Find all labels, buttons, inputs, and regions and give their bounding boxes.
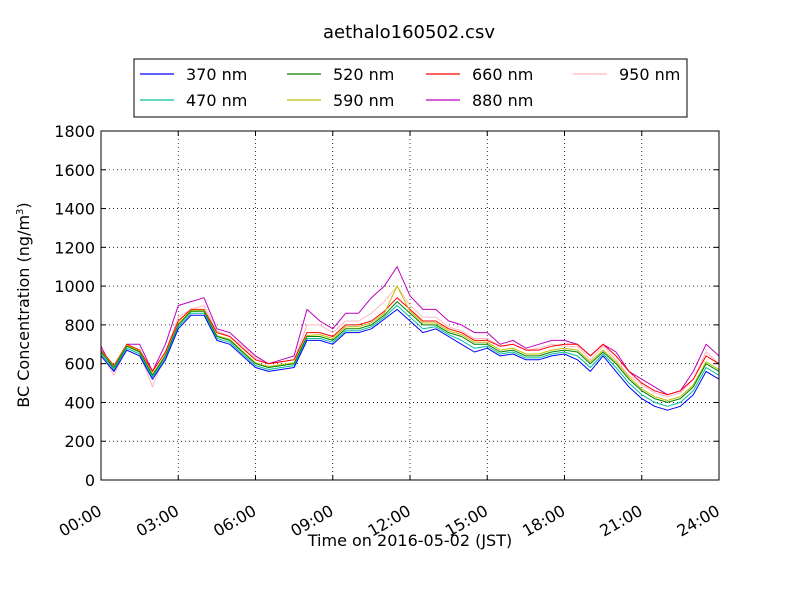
legend-frame [133,58,688,118]
y-axis-label: BC Concentration (ng/m3) [14,202,33,407]
y-tick-label: 0 [85,471,95,490]
x-tick-label: 00:00 [56,501,105,541]
y-tick-label: 1000 [54,277,95,296]
y-axis-label-main: BC Concentration (ng/m [14,215,33,408]
legend-label: 470 nm [186,91,247,110]
series-line-370-nm [101,308,719,411]
y-tick-label: 1400 [54,200,95,219]
x-tick-label: 18:00 [519,501,568,541]
y-tick-label: 200 [64,432,95,451]
legend-label: 950 nm [619,65,680,84]
y-tick-label: 400 [64,393,95,412]
chart-title: aethalo160502.csv [323,22,495,43]
legend-label: 370 nm [186,65,247,84]
x-axis: 00:00 03:00 06:00 09:00 12:00 15:00 18:00 21:00… [56,131,723,541]
legend-label: 590 nm [333,91,394,110]
x-tick-label: 03:00 [133,501,182,541]
series-line-590-nm [101,285,719,401]
series-line-520-nm [101,301,719,403]
plot-area [100,130,720,481]
legend-items: 370 nm 470 nm 520 nm 590 nm 660 nm 880 nm 950 … [140,65,680,110]
series-layer [101,266,719,411]
y-tick-label: 600 [64,355,95,374]
x-tick-label: 21:00 [596,501,645,541]
legend-label: 880 nm [472,91,533,110]
x-tick-label: 06:00 [210,501,259,541]
series-line-470-nm [101,305,719,407]
y-tick-label: 1200 [54,238,95,257]
y-axis-label-sup: 3 [15,209,26,215]
x-tick-label: 24:00 [674,501,723,541]
legend: 370 nm 470 nm 520 nm 590 nm 660 nm 880 nm 950 … [133,58,688,118]
grid-lines [101,131,719,480]
series-line-660-nm [101,297,719,396]
series-line-880-nm [101,266,719,396]
y-tick-label: 800 [64,316,95,335]
x-axis-label: Time on 2016-05-02 (JST) [307,531,512,550]
y-tick-label: 1800 [54,122,95,141]
y-axis: 0 200 400 600 800 1000 1200 1400 1600 1800 [54,122,719,490]
series-line-950-nm [101,285,719,398]
y-axis-label-end: ) [14,202,33,208]
legend-label: 660 nm [472,65,533,84]
legend-label: 520 nm [333,65,394,84]
y-tick-label: 1600 [54,161,95,180]
